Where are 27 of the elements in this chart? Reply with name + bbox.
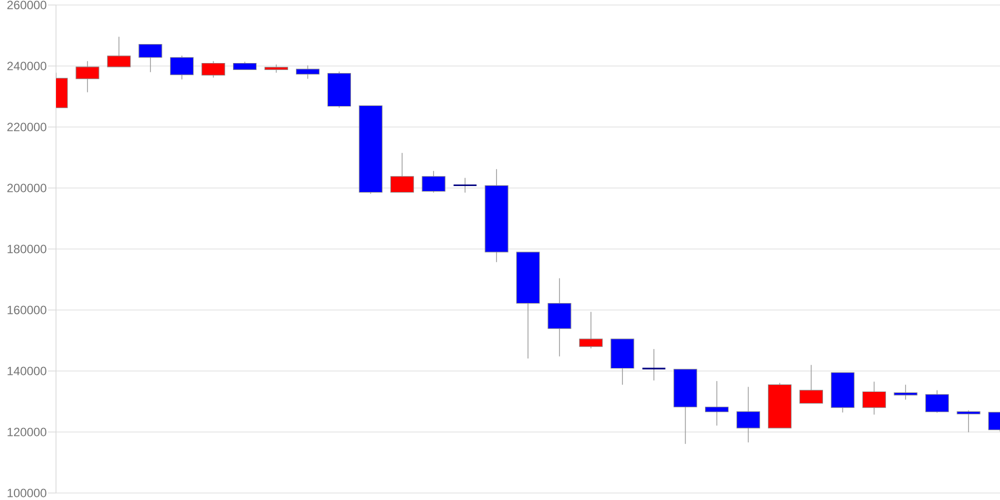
candlestick [452, 178, 478, 193]
y-tick-label: 220000 [7, 122, 46, 132]
candlestick [956, 410, 980, 433]
candlestick [202, 60, 226, 78]
candlestick [76, 60, 100, 93]
candlestick [579, 311, 603, 349]
y-tick-label: 260000 [7, 0, 46, 10]
y-tick-label: 140000 [8, 366, 46, 376]
candlestick [170, 55, 194, 80]
candlestick [894, 384, 918, 400]
candlestick [422, 170, 446, 193]
candlestick [862, 381, 886, 416]
candlestick [107, 36, 131, 68]
y-tick-label: 120000 [8, 428, 46, 436]
candlestick [799, 364, 823, 404]
candlestick [705, 380, 729, 426]
y-tick-label: 160000 [8, 306, 46, 314]
y-tick-label: 100000 [8, 488, 46, 498]
candlestick [736, 386, 760, 443]
y-tick-label: 180000 [8, 244, 46, 254]
y-tick-label: 240000 [7, 62, 46, 70]
candlestick [925, 390, 949, 414]
candlestick [642, 348, 666, 381]
y-tick-label: 200000 [7, 184, 46, 192]
candlestick [138, 44, 162, 72]
candlestick [296, 64, 320, 80]
candlestick [390, 152, 414, 193]
